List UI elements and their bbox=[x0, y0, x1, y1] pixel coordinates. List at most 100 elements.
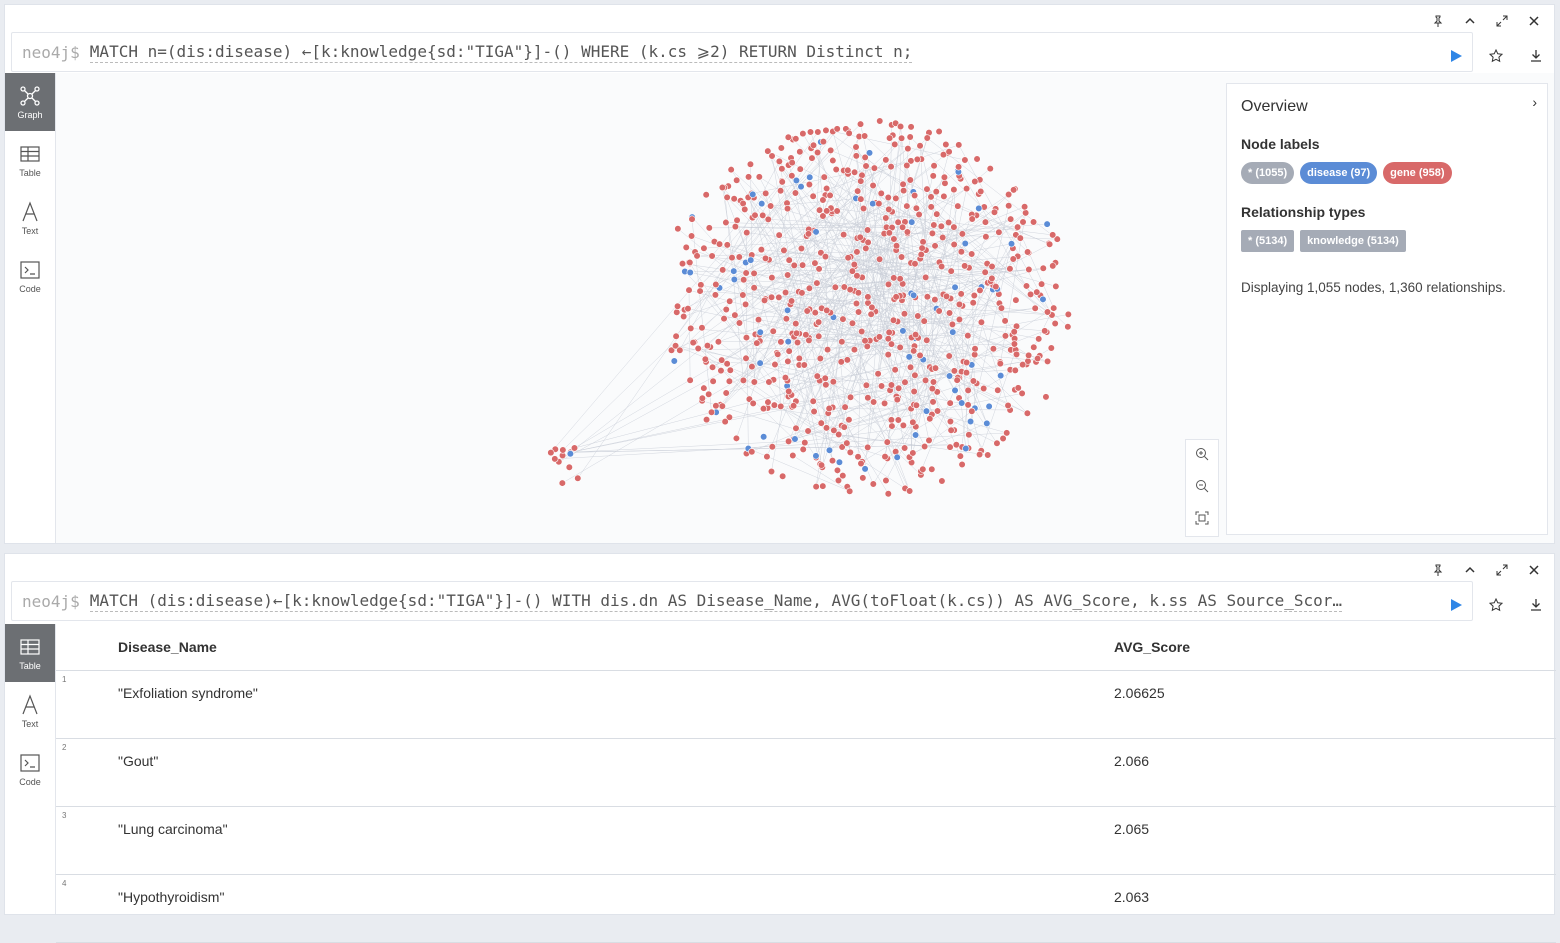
gene-node[interactable] bbox=[812, 309, 819, 316]
disease-node[interactable] bbox=[958, 400, 965, 407]
gene-node[interactable] bbox=[911, 388, 918, 395]
gene-node[interactable] bbox=[962, 157, 969, 164]
gene-node[interactable] bbox=[846, 130, 853, 137]
gene-node[interactable] bbox=[876, 200, 883, 207]
gene-node[interactable] bbox=[965, 332, 972, 339]
table-row[interactable]: 1 "Exfoliation syndrome" 2.06625 bbox=[56, 671, 1556, 739]
gene-node[interactable] bbox=[994, 440, 1001, 447]
gene-node[interactable] bbox=[946, 310, 953, 317]
nav-graph[interactable]: Graph bbox=[5, 73, 55, 131]
gene-node[interactable] bbox=[830, 378, 837, 385]
gene-node[interactable] bbox=[1035, 336, 1042, 343]
gene-node[interactable] bbox=[1053, 283, 1060, 290]
gene-node[interactable] bbox=[907, 364, 914, 371]
gene-node[interactable] bbox=[732, 223, 739, 230]
gene-node[interactable] bbox=[846, 488, 853, 495]
gene-node[interactable] bbox=[882, 453, 889, 460]
gene-node[interactable] bbox=[891, 236, 898, 243]
gene-node[interactable] bbox=[767, 203, 774, 210]
gene-node[interactable] bbox=[951, 224, 958, 231]
disease-node[interactable] bbox=[908, 219, 915, 226]
gene-node[interactable] bbox=[743, 270, 750, 277]
gene-node[interactable] bbox=[1005, 202, 1012, 209]
gene-node[interactable] bbox=[713, 281, 720, 288]
gene-node[interactable] bbox=[929, 230, 936, 237]
gene-node[interactable] bbox=[855, 309, 862, 316]
gene-node[interactable] bbox=[1023, 283, 1030, 290]
gene-node[interactable] bbox=[897, 344, 904, 351]
gene-node[interactable] bbox=[749, 363, 756, 370]
gene-node[interactable] bbox=[989, 275, 996, 282]
gene-node[interactable] bbox=[978, 319, 985, 326]
gene-node[interactable] bbox=[742, 301, 749, 308]
gene-node[interactable] bbox=[951, 186, 958, 193]
gene-node[interactable] bbox=[801, 439, 808, 446]
gene-node[interactable] bbox=[853, 300, 860, 307]
gene-node[interactable] bbox=[778, 339, 785, 346]
query-editor[interactable]: neo4j$ MATCH n=(dis:disease) ←[k:knowled… bbox=[11, 32, 1473, 72]
gene-node[interactable] bbox=[712, 292, 719, 299]
gene-node[interactable] bbox=[893, 242, 900, 249]
gene-node[interactable] bbox=[789, 159, 796, 166]
gene-node[interactable] bbox=[956, 301, 963, 308]
gene-node[interactable] bbox=[826, 405, 833, 412]
gene-node[interactable] bbox=[791, 262, 798, 269]
gene-node[interactable] bbox=[709, 253, 716, 260]
gene-node[interactable] bbox=[865, 294, 872, 301]
gene-node[interactable] bbox=[912, 331, 919, 338]
gene-node[interactable] bbox=[919, 245, 926, 252]
gene-node[interactable] bbox=[1038, 281, 1045, 288]
gene-node[interactable] bbox=[886, 206, 893, 213]
gene-node[interactable] bbox=[898, 135, 905, 142]
gene-node[interactable] bbox=[790, 402, 797, 409]
gene-node[interactable] bbox=[699, 324, 706, 331]
gene-node[interactable] bbox=[811, 408, 818, 415]
gene-node[interactable] bbox=[959, 461, 966, 468]
gene-node[interactable] bbox=[885, 194, 892, 201]
gene-node[interactable] bbox=[863, 245, 870, 252]
gene-node[interactable] bbox=[769, 153, 776, 160]
gene-node[interactable] bbox=[892, 366, 899, 373]
gene-node[interactable] bbox=[818, 462, 825, 469]
gene-node[interactable] bbox=[704, 342, 711, 349]
gene-node[interactable] bbox=[1020, 219, 1027, 226]
node-label-disease[interactable]: disease (97) bbox=[1300, 162, 1377, 184]
gene-node[interactable] bbox=[871, 165, 878, 172]
disease-node[interactable] bbox=[760, 434, 767, 441]
gene-node[interactable] bbox=[854, 272, 861, 279]
gene-node[interactable] bbox=[726, 378, 733, 385]
gene-node[interactable] bbox=[781, 247, 788, 254]
gene-node[interactable] bbox=[1034, 355, 1041, 362]
gene-node[interactable] bbox=[727, 367, 734, 374]
gene-node[interactable] bbox=[724, 242, 731, 249]
gene-node[interactable] bbox=[776, 294, 783, 301]
gene-node[interactable] bbox=[800, 130, 807, 137]
gene-node[interactable] bbox=[786, 348, 793, 355]
download-button[interactable] bbox=[1519, 592, 1553, 618]
disease-node[interactable] bbox=[946, 373, 953, 380]
disease-node[interactable] bbox=[567, 450, 574, 457]
gene-node[interactable] bbox=[865, 239, 872, 246]
gene-node[interactable] bbox=[916, 211, 923, 218]
disease-node[interactable] bbox=[798, 183, 805, 190]
disease-node[interactable] bbox=[910, 292, 917, 299]
gene-node[interactable] bbox=[736, 320, 743, 327]
gene-node[interactable] bbox=[955, 203, 962, 210]
gene-node[interactable] bbox=[719, 184, 726, 191]
gene-node[interactable] bbox=[955, 142, 962, 149]
gene-node[interactable] bbox=[868, 311, 875, 318]
gene-node[interactable] bbox=[1048, 345, 1055, 352]
gene-node[interactable] bbox=[1050, 305, 1057, 312]
gene-node[interactable] bbox=[769, 443, 776, 450]
gene-node[interactable] bbox=[690, 339, 697, 346]
gene-node[interactable] bbox=[823, 307, 830, 314]
gene-node[interactable] bbox=[931, 222, 938, 229]
gene-node[interactable] bbox=[689, 216, 696, 223]
gene-node[interactable] bbox=[827, 147, 834, 154]
fullscreen-icon[interactable] bbox=[1488, 11, 1516, 31]
gene-node[interactable] bbox=[1041, 328, 1048, 335]
gene-node[interactable] bbox=[948, 427, 955, 434]
gene-node[interactable] bbox=[846, 416, 853, 423]
gene-node[interactable] bbox=[904, 162, 911, 169]
gene-node[interactable] bbox=[734, 217, 741, 224]
